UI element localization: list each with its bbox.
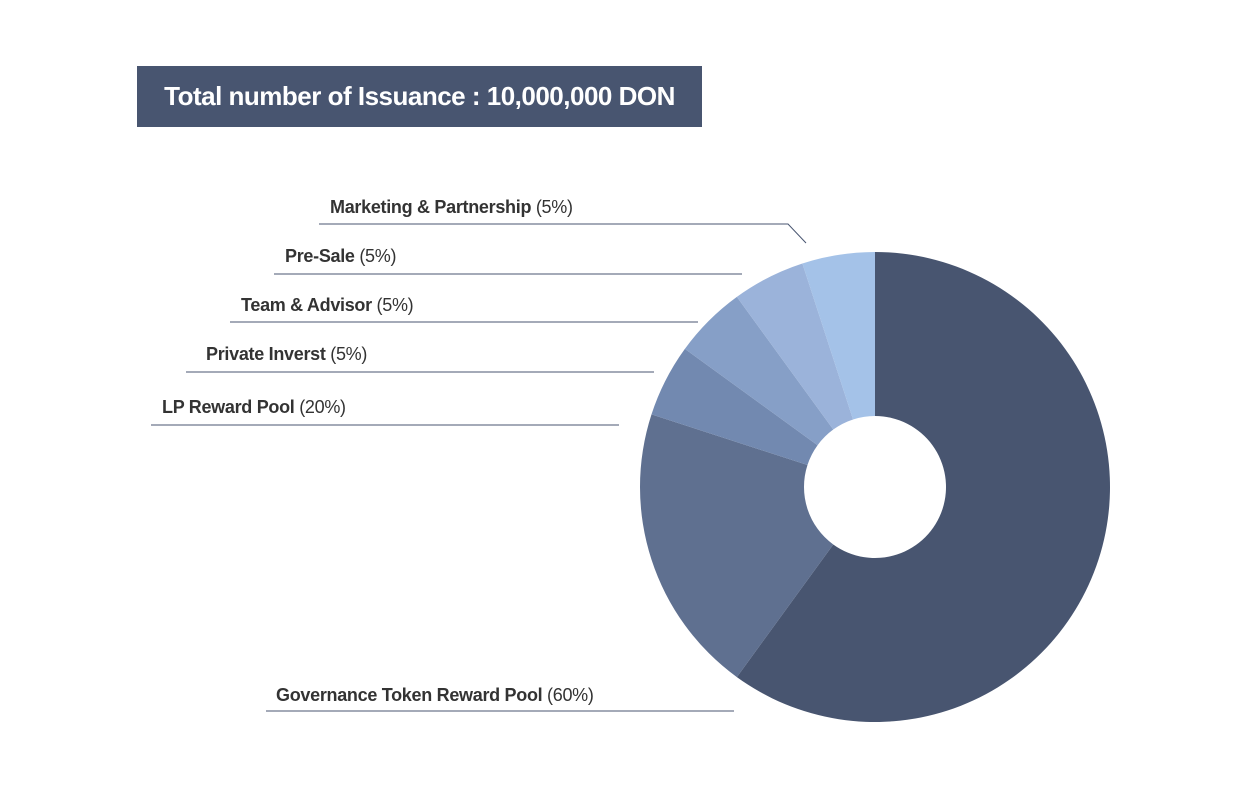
slices-layer	[639, 252, 1111, 722]
leader-line-marketing-and-partnership	[319, 223, 807, 244]
slice-pre-sale	[736, 263, 854, 430]
label-private-inverst: Private Inverst (5%)	[206, 344, 367, 364]
label-team-and-advisor: Team & Advisor (5%)	[241, 295, 413, 315]
slice-team-and-advisor	[684, 296, 834, 446]
label-governance-token-reward-pool: Governance Token Reward Pool (60%)	[276, 685, 594, 705]
label-name-team-and-advisor: Team & Advisor	[241, 295, 372, 315]
label-value-private-inverst: (5%)	[326, 344, 368, 364]
labels-layer: Governance Token Reward Pool (60%) LP Rew…	[162, 197, 594, 705]
label-pre-sale: Pre-Sale (5%)	[285, 246, 396, 266]
slice-private-inverst	[651, 348, 818, 466]
leaders-layer	[151, 223, 807, 712]
label-value-team-and-advisor: (5%)	[372, 295, 414, 315]
label-value-governance-token-reward-pool: (60%)	[542, 685, 593, 705]
label-name-pre-sale: Pre-Sale	[285, 246, 355, 266]
label-name-lp-reward-pool: LP Reward Pool	[162, 397, 295, 417]
slice-marketing-and-partnership	[802, 252, 875, 420]
slice-lp-reward-pool	[639, 414, 834, 678]
page-title: Total number of Issuance : 10,000,000 DO…	[137, 66, 702, 127]
label-name-governance-token-reward-pool: Governance Token Reward Pool	[276, 685, 542, 705]
label-name-private-inverst: Private Inverst	[206, 344, 326, 364]
label-value-marketing-and-partnership: (5%)	[531, 197, 573, 217]
label-value-pre-sale: (5%)	[355, 246, 397, 266]
label-value-lp-reward-pool: (20%)	[295, 397, 346, 417]
label-name-marketing-and-partnership: Marketing & Partnership	[330, 197, 531, 217]
label-lp-reward-pool: LP Reward Pool (20%)	[162, 397, 346, 417]
slice-governance-token-reward-pool	[736, 252, 1111, 722]
label-marketing-and-partnership: Marketing & Partnership (5%)	[330, 197, 573, 217]
